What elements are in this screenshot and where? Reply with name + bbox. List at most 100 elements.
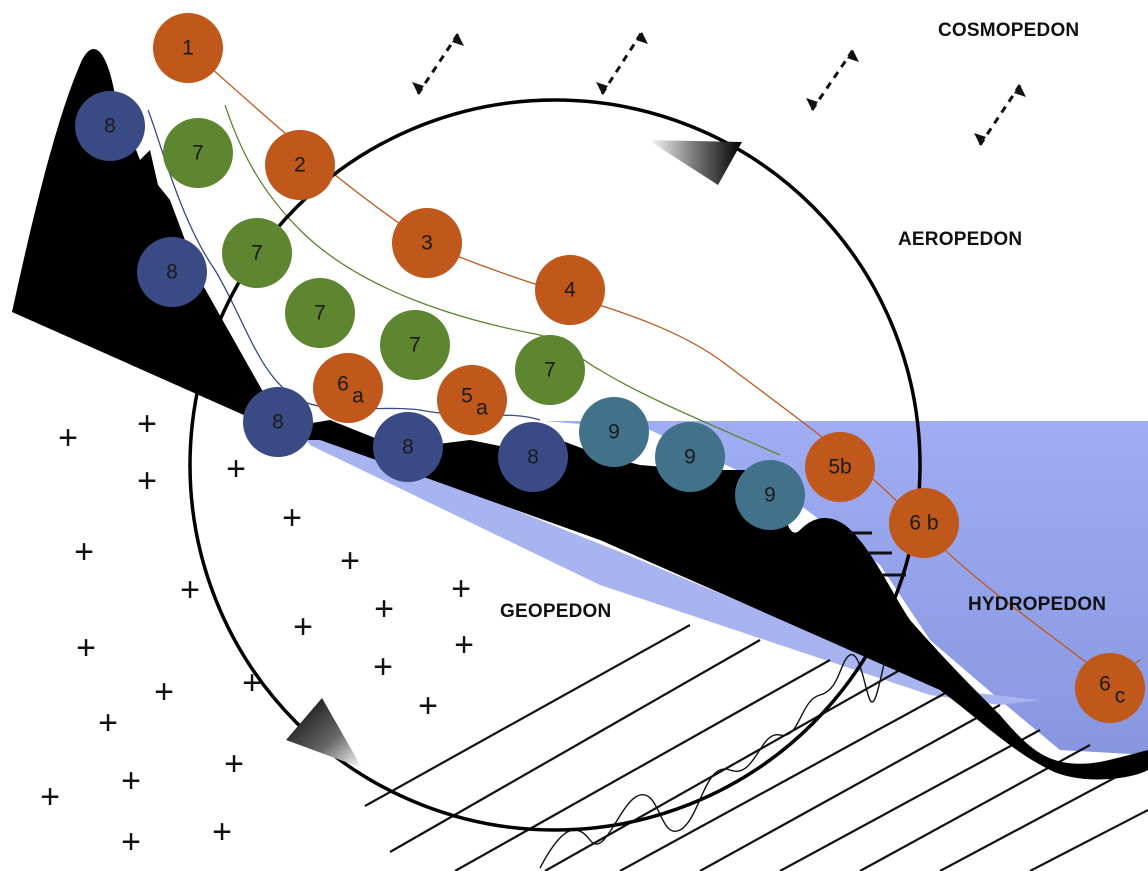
node-teal-9-c: 9 (735, 460, 805, 530)
cycle-arrow-top (648, 140, 742, 185)
plus-mark: + (226, 450, 246, 488)
plus-mark: + (180, 571, 200, 609)
node-navy-8-a: 8 (75, 91, 145, 161)
plus-mark: + (418, 687, 438, 725)
plus-mark: + (40, 778, 60, 816)
node-circle (163, 118, 233, 188)
node-label: 7 (544, 359, 556, 382)
plus-mark: + (374, 590, 394, 628)
plus-mark: + (224, 745, 244, 783)
node-circle (535, 255, 605, 325)
node-orange-5b: 5b (805, 432, 875, 502)
plus-mark: + (242, 664, 262, 702)
node-label: 8 (527, 446, 539, 469)
node-circle (515, 335, 585, 405)
bedrock-mountain (12, 48, 1148, 780)
node-circle (579, 397, 649, 467)
node-circle (1075, 653, 1145, 723)
plus-mark: + (454, 626, 474, 664)
plus-mark: + (282, 499, 302, 537)
node-label: 9 (764, 484, 776, 507)
plus-mark: + (373, 648, 393, 686)
node-label: 1 (182, 37, 194, 60)
node-teal-9-a: 9 (579, 397, 649, 467)
node-circle (222, 218, 292, 288)
pedogenic-cycle-ring (188, 98, 922, 832)
node-label: 8 (272, 411, 284, 434)
cosmopedon-label: COSMOPEDON (938, 20, 1080, 41)
node-circle (75, 91, 145, 161)
node-label: 8 (166, 261, 178, 284)
node-label: 5 (461, 385, 473, 408)
node-label: 5b (828, 456, 851, 479)
node-label: 6 b (909, 512, 938, 535)
node-circle (313, 353, 383, 423)
node-label: 7 (251, 242, 263, 265)
node-navy-8-d: 8 (373, 412, 443, 482)
water-surface-dashes (848, 531, 906, 577)
node-orange-2: 2 (265, 130, 335, 200)
plus-mark: + (154, 673, 174, 711)
node-orange-6b: 6 b (889, 488, 959, 558)
node-circle (137, 237, 207, 307)
node-orange-5a: 5a (437, 365, 507, 435)
node-green-7-a: 7 (163, 118, 233, 188)
plus-mark: + (340, 542, 360, 580)
node-label: 7 (409, 334, 421, 357)
plus-mark: + (451, 570, 471, 608)
node-label: 7 (192, 142, 204, 165)
node-circle (655, 422, 725, 492)
plus-mark: + (212, 813, 232, 851)
node-circle (805, 432, 875, 502)
hydropedon-label: HYDROPEDON (968, 594, 1107, 615)
node-orange-6a: 6a (313, 353, 383, 423)
node-label: 8 (104, 115, 116, 138)
node-label: 9 (684, 446, 696, 469)
node-navy-8-b: 8 (137, 237, 207, 307)
mineral-plus-marks: + ++ +++++ +++ ++ +++ +++++++ (40, 405, 474, 861)
node-circle (889, 488, 959, 558)
plus-mark: + (76, 629, 96, 667)
plus-mark: + (137, 405, 157, 443)
plus-mark: + (98, 704, 118, 742)
plus-mark: + (121, 762, 141, 800)
geopedon-label: GEOPEDON (500, 601, 612, 622)
plus-mark: + (137, 462, 157, 500)
node-label-subscript: a (352, 385, 364, 408)
node-circle (243, 387, 313, 457)
node-orange-4: 4 (535, 255, 605, 325)
node-label-subscript: a (476, 397, 488, 420)
exchange-arrowheads (412, 32, 1026, 145)
plus-mark: + (74, 533, 94, 571)
node-label: 7 (314, 302, 326, 325)
node-label: 3 (421, 232, 433, 255)
node-label: 6 (337, 373, 349, 396)
aeropedon-label: AEROPEDON (898, 229, 1023, 250)
exchange-arrows (416, 31, 1022, 146)
signal-waveform (539, 654, 886, 869)
node-label: 6 (1099, 673, 1111, 696)
node-navy-8-e: 8 (498, 422, 568, 492)
node-circle (380, 310, 450, 380)
plus-mark: + (293, 608, 313, 646)
node-label: 4 (564, 279, 576, 302)
node-label: 8 (402, 436, 414, 459)
node-label: 9 (608, 421, 620, 444)
node-teal-9-b: 9 (655, 422, 725, 492)
node-circle (735, 460, 805, 530)
node-circle (498, 422, 568, 492)
node-circle (437, 365, 507, 435)
plus-mark: + (58, 419, 78, 457)
node-orange-1: 1 (153, 13, 223, 83)
cycle-arrow-bottom (286, 698, 362, 768)
node-label-subscript: c (1115, 685, 1126, 708)
node-green-7-c: 7 (285, 278, 355, 348)
node-green-7-e: 7 (515, 335, 585, 405)
node-green-7-d: 7 (380, 310, 450, 380)
node-navy-8-c: 8 (243, 387, 313, 457)
node-circle (285, 278, 355, 348)
node-circle (265, 130, 335, 200)
